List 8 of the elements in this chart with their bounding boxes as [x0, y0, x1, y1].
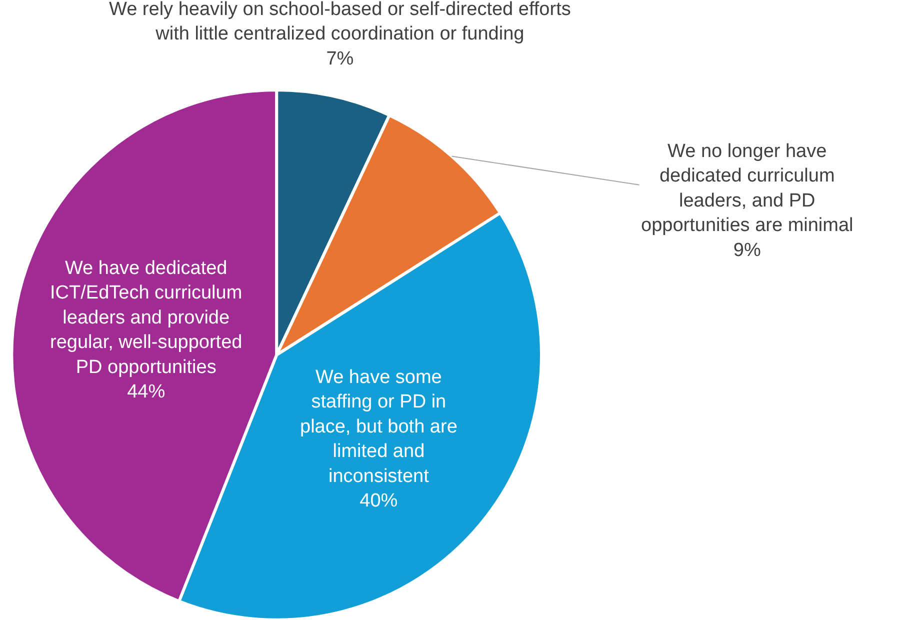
data-label: 7%: [326, 48, 354, 70]
slice-label: We rely heavily on school-based or self-directed efforts with little centralized coordination or funding: [109, 0, 571, 45]
data-label: 44%: [127, 382, 166, 402]
slice-label: We have some staffing or PD in place, but both are limited and inconsistent: [300, 367, 458, 487]
slice-label: We no longer have dedicated curriculum leaders, and PD opportunities are minimal: [641, 141, 854, 236]
data-label: 40%: [360, 490, 398, 512]
data-label: 9%: [733, 240, 761, 261]
slice-label: We have dedicated ICT/EdTech curriculum leaders and provide regular, well-supported PD opportunities: [50, 258, 242, 378]
